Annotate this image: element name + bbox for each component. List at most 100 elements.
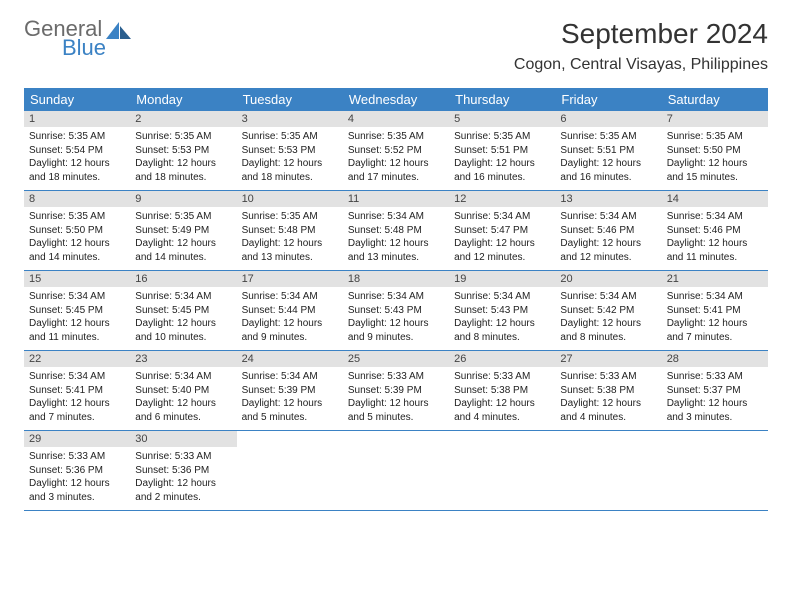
day-details: Sunrise: 5:34 AMSunset: 5:39 PMDaylight:… xyxy=(237,367,343,430)
calendar-cell xyxy=(237,431,343,510)
calendar-cell: 30Sunrise: 5:33 AMSunset: 5:36 PMDayligh… xyxy=(130,431,236,510)
day-number: 3 xyxy=(237,111,343,127)
calendar-cell: 15Sunrise: 5:34 AMSunset: 5:45 PMDayligh… xyxy=(24,271,130,350)
day-details: Sunrise: 5:34 AMSunset: 5:41 PMDaylight:… xyxy=(662,287,768,350)
calendar-cell: 26Sunrise: 5:33 AMSunset: 5:38 PMDayligh… xyxy=(449,351,555,430)
day-number: 23 xyxy=(130,351,236,367)
calendar-cell: 14Sunrise: 5:34 AMSunset: 5:46 PMDayligh… xyxy=(662,191,768,270)
day-details: Sunrise: 5:35 AMSunset: 5:50 PMDaylight:… xyxy=(24,207,130,270)
day-number: 7 xyxy=(662,111,768,127)
day-number: 27 xyxy=(555,351,661,367)
day-number: 24 xyxy=(237,351,343,367)
day-details: Sunrise: 5:35 AMSunset: 5:53 PMDaylight:… xyxy=(237,127,343,190)
day-number: 11 xyxy=(343,191,449,207)
day-details: Sunrise: 5:34 AMSunset: 5:48 PMDaylight:… xyxy=(343,207,449,270)
day-details: Sunrise: 5:34 AMSunset: 5:43 PMDaylight:… xyxy=(343,287,449,350)
day-number: 6 xyxy=(555,111,661,127)
calendar-cell: 20Sunrise: 5:34 AMSunset: 5:42 PMDayligh… xyxy=(555,271,661,350)
calendar-cell: 2Sunrise: 5:35 AMSunset: 5:53 PMDaylight… xyxy=(130,111,236,190)
day-details: Sunrise: 5:35 AMSunset: 5:52 PMDaylight:… xyxy=(343,127,449,190)
calendar-cell: 9Sunrise: 5:35 AMSunset: 5:49 PMDaylight… xyxy=(130,191,236,270)
day-details: Sunrise: 5:33 AMSunset: 5:38 PMDaylight:… xyxy=(449,367,555,430)
day-number: 12 xyxy=(449,191,555,207)
day-number: 4 xyxy=(343,111,449,127)
day-details: Sunrise: 5:34 AMSunset: 5:41 PMDaylight:… xyxy=(24,367,130,430)
day-details: Sunrise: 5:34 AMSunset: 5:40 PMDaylight:… xyxy=(130,367,236,430)
day-number: 16 xyxy=(130,271,236,287)
day-details: Sunrise: 5:34 AMSunset: 5:46 PMDaylight:… xyxy=(662,207,768,270)
day-number: 26 xyxy=(449,351,555,367)
day-details: Sunrise: 5:35 AMSunset: 5:49 PMDaylight:… xyxy=(130,207,236,270)
calendar-cell: 18Sunrise: 5:34 AMSunset: 5:43 PMDayligh… xyxy=(343,271,449,350)
dayname-tuesday: Tuesday xyxy=(237,88,343,111)
logo-sail-icon xyxy=(106,22,132,40)
header: General Blue September 2024 Cogon, Centr… xyxy=(24,18,768,74)
day-number: 17 xyxy=(237,271,343,287)
calendar-row: 1Sunrise: 5:35 AMSunset: 5:54 PMDaylight… xyxy=(24,111,768,191)
calendar-cell: 7Sunrise: 5:35 AMSunset: 5:50 PMDaylight… xyxy=(662,111,768,190)
logo: General Blue xyxy=(24,18,132,59)
calendar-cell: 13Sunrise: 5:34 AMSunset: 5:46 PMDayligh… xyxy=(555,191,661,270)
day-details: Sunrise: 5:35 AMSunset: 5:50 PMDaylight:… xyxy=(662,127,768,190)
dayname-saturday: Saturday xyxy=(662,88,768,111)
calendar-cell: 24Sunrise: 5:34 AMSunset: 5:39 PMDayligh… xyxy=(237,351,343,430)
calendar-cell: 3Sunrise: 5:35 AMSunset: 5:53 PMDaylight… xyxy=(237,111,343,190)
day-details: Sunrise: 5:34 AMSunset: 5:42 PMDaylight:… xyxy=(555,287,661,350)
calendar-cell: 17Sunrise: 5:34 AMSunset: 5:44 PMDayligh… xyxy=(237,271,343,350)
dayname-wednesday: Wednesday xyxy=(343,88,449,111)
calendar-cell: 8Sunrise: 5:35 AMSunset: 5:50 PMDaylight… xyxy=(24,191,130,270)
dayname-monday: Monday xyxy=(130,88,236,111)
dayname-sunday: Sunday xyxy=(24,88,130,111)
calendar-cell: 16Sunrise: 5:34 AMSunset: 5:45 PMDayligh… xyxy=(130,271,236,350)
calendar-cell: 23Sunrise: 5:34 AMSunset: 5:40 PMDayligh… xyxy=(130,351,236,430)
day-details: Sunrise: 5:33 AMSunset: 5:39 PMDaylight:… xyxy=(343,367,449,430)
day-number: 10 xyxy=(237,191,343,207)
calendar-cell: 4Sunrise: 5:35 AMSunset: 5:52 PMDaylight… xyxy=(343,111,449,190)
day-number: 1 xyxy=(24,111,130,127)
calendar-cell: 6Sunrise: 5:35 AMSunset: 5:51 PMDaylight… xyxy=(555,111,661,190)
month-title: September 2024 xyxy=(514,18,768,50)
calendar-cell: 12Sunrise: 5:34 AMSunset: 5:47 PMDayligh… xyxy=(449,191,555,270)
day-number: 29 xyxy=(24,431,130,447)
day-details: Sunrise: 5:35 AMSunset: 5:51 PMDaylight:… xyxy=(449,127,555,190)
day-details: Sunrise: 5:35 AMSunset: 5:54 PMDaylight:… xyxy=(24,127,130,190)
calendar-row: 15Sunrise: 5:34 AMSunset: 5:45 PMDayligh… xyxy=(24,271,768,351)
calendar-cell xyxy=(343,431,449,510)
calendar-row: 22Sunrise: 5:34 AMSunset: 5:41 PMDayligh… xyxy=(24,351,768,431)
day-details: Sunrise: 5:34 AMSunset: 5:45 PMDaylight:… xyxy=(24,287,130,350)
calendar-row: 29Sunrise: 5:33 AMSunset: 5:36 PMDayligh… xyxy=(24,431,768,511)
title-block: September 2024 Cogon, Central Visayas, P… xyxy=(514,18,768,74)
day-details: Sunrise: 5:34 AMSunset: 5:44 PMDaylight:… xyxy=(237,287,343,350)
calendar-cell: 10Sunrise: 5:35 AMSunset: 5:48 PMDayligh… xyxy=(237,191,343,270)
day-details: Sunrise: 5:33 AMSunset: 5:37 PMDaylight:… xyxy=(662,367,768,430)
day-details: Sunrise: 5:35 AMSunset: 5:51 PMDaylight:… xyxy=(555,127,661,190)
day-number: 13 xyxy=(555,191,661,207)
day-number: 5 xyxy=(449,111,555,127)
day-details: Sunrise: 5:35 AMSunset: 5:48 PMDaylight:… xyxy=(237,207,343,270)
day-number: 30 xyxy=(130,431,236,447)
logo-blue: Blue xyxy=(62,37,106,59)
calendar-cell: 25Sunrise: 5:33 AMSunset: 5:39 PMDayligh… xyxy=(343,351,449,430)
day-number: 20 xyxy=(555,271,661,287)
day-details: Sunrise: 5:34 AMSunset: 5:45 PMDaylight:… xyxy=(130,287,236,350)
day-number: 19 xyxy=(449,271,555,287)
day-number: 22 xyxy=(24,351,130,367)
day-number: 28 xyxy=(662,351,768,367)
day-details: Sunrise: 5:34 AMSunset: 5:43 PMDaylight:… xyxy=(449,287,555,350)
day-number: 8 xyxy=(24,191,130,207)
calendar-cell: 21Sunrise: 5:34 AMSunset: 5:41 PMDayligh… xyxy=(662,271,768,350)
calendar-cell: 28Sunrise: 5:33 AMSunset: 5:37 PMDayligh… xyxy=(662,351,768,430)
calendar-cell: 22Sunrise: 5:34 AMSunset: 5:41 PMDayligh… xyxy=(24,351,130,430)
day-details: Sunrise: 5:33 AMSunset: 5:38 PMDaylight:… xyxy=(555,367,661,430)
calendar-body: 1Sunrise: 5:35 AMSunset: 5:54 PMDaylight… xyxy=(24,111,768,511)
calendar-cell xyxy=(449,431,555,510)
day-number: 2 xyxy=(130,111,236,127)
dayname-thursday: Thursday xyxy=(449,88,555,111)
calendar-row: 8Sunrise: 5:35 AMSunset: 5:50 PMDaylight… xyxy=(24,191,768,271)
day-number: 9 xyxy=(130,191,236,207)
calendar-cell xyxy=(662,431,768,510)
dayname-friday: Friday xyxy=(555,88,661,111)
day-details: Sunrise: 5:34 AMSunset: 5:47 PMDaylight:… xyxy=(449,207,555,270)
location: Cogon, Central Visayas, Philippines xyxy=(514,56,768,74)
calendar-cell: 5Sunrise: 5:35 AMSunset: 5:51 PMDaylight… xyxy=(449,111,555,190)
